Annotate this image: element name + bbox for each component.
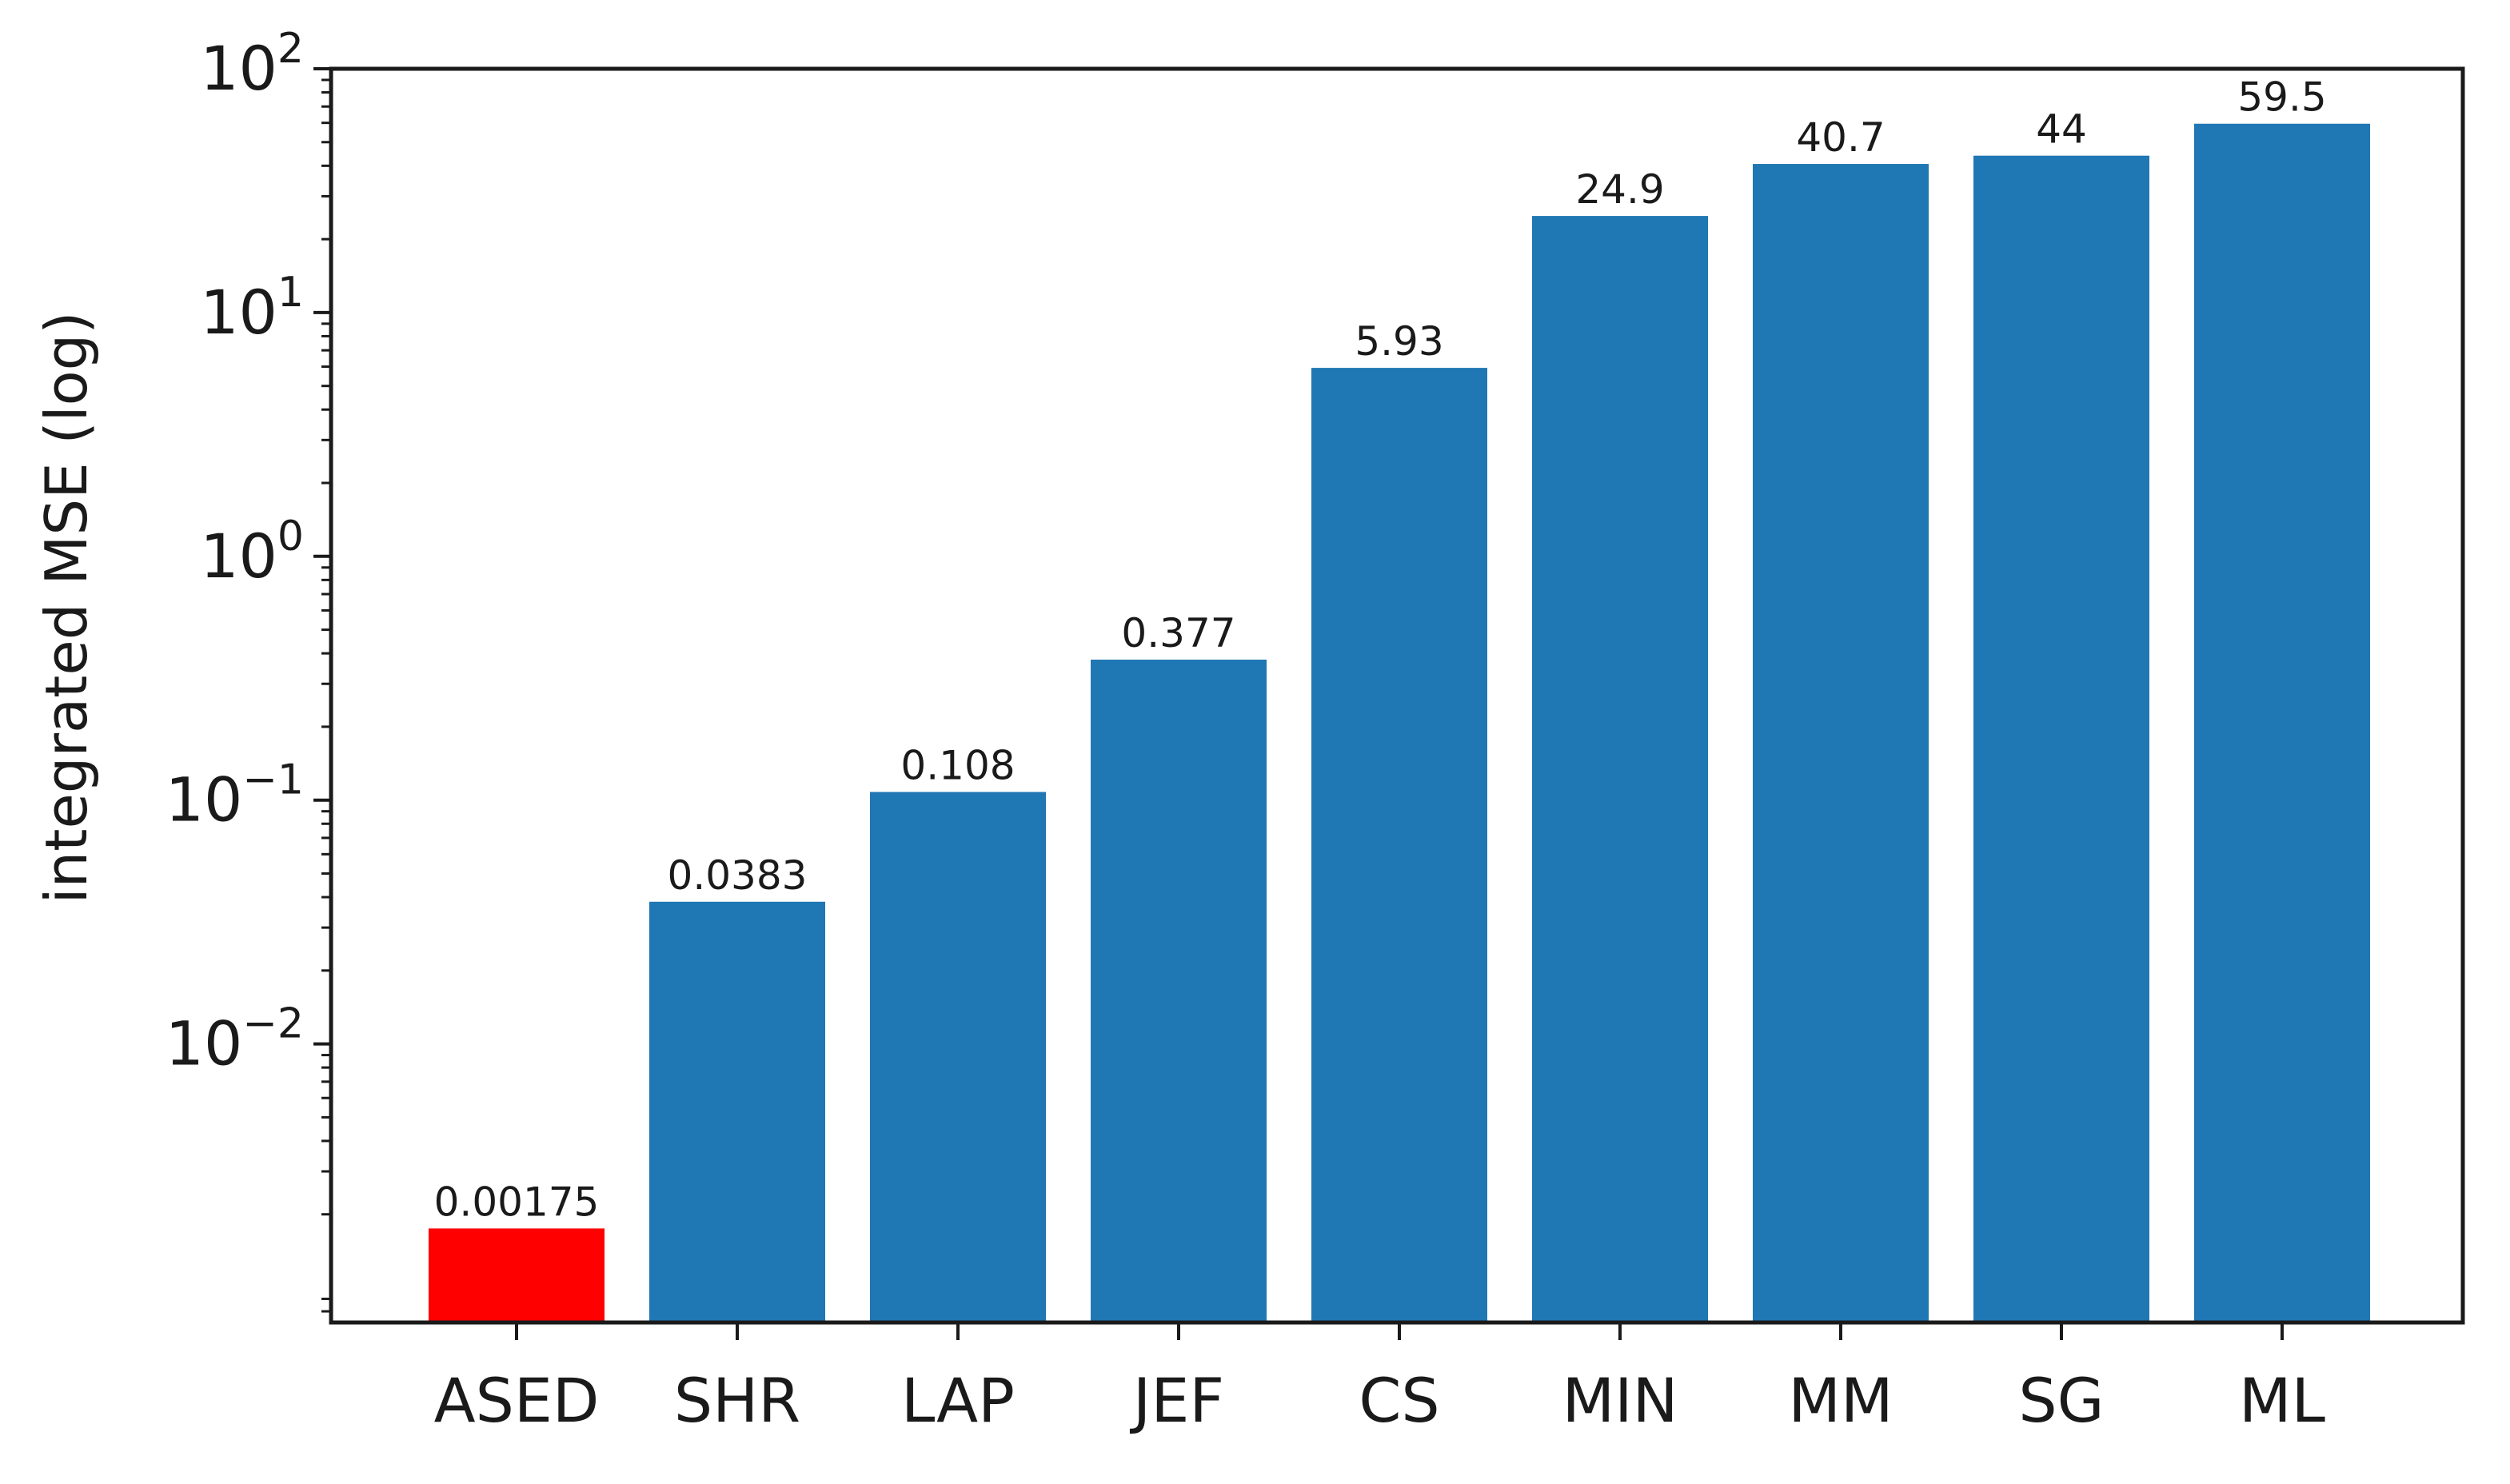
value-label-lap: 0.108 — [900, 743, 1015, 789]
y-tick-label: 102 — [200, 25, 304, 104]
value-label-shr: 0.0383 — [668, 852, 808, 899]
value-label-min: 24.9 — [1575, 166, 1664, 213]
x-tick-label-mm: MM — [1788, 1365, 1893, 1436]
y-tick-label: 100 — [200, 513, 304, 592]
x-axis-ticks: ASED SHR LAP JEF CS MIN MM SG ML — [434, 1322, 2325, 1436]
y-tick-label: 10−2 — [166, 1000, 304, 1079]
value-label-ased: 0.00175 — [434, 1179, 600, 1225]
x-tick-label-jef: JEF — [1130, 1365, 1224, 1436]
x-tick-label-sg: SG — [2018, 1365, 2104, 1436]
bar-cs — [1311, 368, 1487, 1322]
bar-lap — [870, 792, 1046, 1322]
value-label-mm: 40.7 — [1796, 114, 1885, 161]
y-tick-label: 101 — [200, 269, 304, 348]
bar-ml — [2194, 123, 2370, 1323]
x-tick-label-ased: ASED — [434, 1365, 600, 1436]
bar-sg — [1973, 155, 2149, 1323]
y-axis-label: integrated MSE (log) — [33, 312, 100, 904]
y-axis-ticks: 10−2 10−1 100 101 102 — [166, 25, 331, 1079]
x-tick-label-lap: LAP — [901, 1365, 1015, 1436]
value-labels: 0.00175 0.0383 0.108 0.377 5.93 24.9 40.7 44 59.… — [434, 74, 2327, 1226]
bar-shr — [649, 901, 825, 1322]
x-tick-label-ml: ML — [2239, 1365, 2325, 1436]
x-tick-label-min: MIN — [1562, 1365, 1678, 1436]
y-tick-label: 10−1 — [166, 756, 304, 836]
plot-frame — [329, 66, 2465, 1325]
bar-mm — [1753, 164, 1929, 1323]
bar-min — [1532, 216, 1708, 1323]
bars-layer — [429, 123, 2370, 1323]
bar-ased — [429, 1228, 605, 1322]
value-label-sg: 44 — [2036, 106, 2087, 153]
x-tick-label-shr: SHR — [674, 1365, 800, 1436]
value-label-cs: 5.93 — [1355, 318, 1443, 365]
value-label-jef: 0.377 — [1121, 610, 1235, 656]
bar-jef — [1091, 659, 1267, 1322]
value-label-ml: 59.5 — [2237, 74, 2326, 121]
x-tick-label-cs: CS — [1359, 1365, 1439, 1436]
